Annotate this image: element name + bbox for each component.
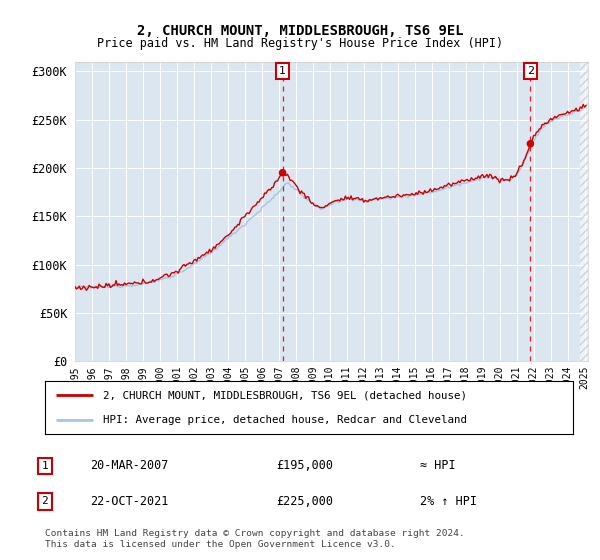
Text: £225,000: £225,000: [276, 494, 333, 508]
Point: [526, 139, 535, 148]
Text: 2: 2: [527, 66, 534, 76]
Bar: [580, 62, 588, 361]
Text: 2% ↑ HPI: 2% ↑ HPI: [420, 494, 477, 508]
Point: [278, 168, 287, 177]
Text: 20-MAR-2007: 20-MAR-2007: [90, 459, 169, 473]
Text: 22-OCT-2021: 22-OCT-2021: [90, 494, 169, 508]
Text: 1: 1: [279, 66, 286, 76]
Text: Contains HM Land Registry data © Crown copyright and database right 2024.
This d: Contains HM Land Registry data © Crown c…: [45, 529, 465, 549]
Text: £195,000: £195,000: [276, 459, 333, 473]
Text: ≈ HPI: ≈ HPI: [420, 459, 455, 473]
Text: 2, CHURCH MOUNT, MIDDLESBROUGH, TS6 9EL (detached house): 2, CHURCH MOUNT, MIDDLESBROUGH, TS6 9EL …: [103, 390, 467, 400]
Text: 2, CHURCH MOUNT, MIDDLESBROUGH, TS6 9EL: 2, CHURCH MOUNT, MIDDLESBROUGH, TS6 9EL: [137, 24, 463, 38]
Text: 2: 2: [41, 496, 49, 506]
Text: 1: 1: [41, 461, 49, 471]
Text: Price paid vs. HM Land Registry's House Price Index (HPI): Price paid vs. HM Land Registry's House …: [97, 37, 503, 50]
Text: HPI: Average price, detached house, Redcar and Cleveland: HPI: Average price, detached house, Redc…: [103, 414, 467, 424]
